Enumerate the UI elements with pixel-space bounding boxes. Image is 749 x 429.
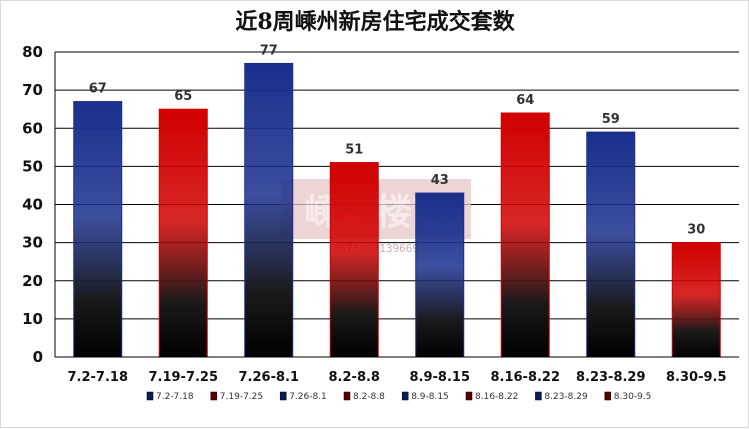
legend-swatch [279, 391, 287, 401]
bar [158, 108, 208, 358]
x-tick-label: 8.16-8.22 [490, 370, 560, 385]
legend-item: 8.16-8.22 [465, 391, 518, 402]
y-tick-label: 20 [22, 272, 43, 290]
x-tick-label: 8.2-8.8 [329, 370, 380, 385]
x-tick-label: 8.23-8.29 [576, 370, 646, 385]
data-label: 64 [516, 93, 534, 108]
x-tick-label: 7.26-8.1 [239, 370, 300, 385]
bars [73, 62, 721, 358]
y-axis-ticks: 0 10 20 30 40 50 60 70 80 [22, 43, 43, 366]
x-tick-label: 7.19-7.25 [148, 370, 218, 385]
data-label: 67 [89, 82, 107, 97]
legend-swatch [465, 391, 473, 401]
y-tick-label: 0 [33, 348, 43, 366]
data-label: 43 [431, 173, 449, 188]
data-label: 30 [687, 223, 705, 238]
legend-label: 8.16-8.22 [475, 392, 518, 402]
data-label: 51 [345, 143, 363, 158]
legend-label: 8.9-8.15 [411, 392, 449, 402]
legend-label: 8.2-8.8 [353, 392, 385, 402]
legend-swatch [343, 391, 351, 401]
legend-item: 7.19-7.25 [210, 391, 263, 402]
y-tick-label: 60 [22, 119, 43, 137]
y-tick-label: 50 [22, 157, 43, 175]
legend-swatch [535, 391, 542, 401]
legend-item: 8.2-8.8 [343, 391, 385, 402]
x-tick-label: 8.9-8.15 [410, 370, 471, 385]
legend-item: 8.9-8.15 [401, 391, 449, 402]
bar [73, 101, 123, 358]
legend-item: 8.23-8.29 [535, 391, 588, 402]
chart-title: 近8周嵊州新房住宅成交套数 [235, 9, 515, 35]
legend-item: 8.30-9.5 [604, 391, 652, 402]
y-tick-label: 40 [22, 196, 43, 214]
data-label: 59 [602, 112, 620, 127]
y-tick-label: 70 [22, 81, 43, 99]
legend-swatch [146, 391, 154, 401]
y-tick-label: 10 [22, 310, 43, 328]
legend-swatch [604, 391, 612, 401]
bar [244, 62, 294, 358]
bar [586, 131, 636, 358]
legend-label: 7.2-7.18 [156, 392, 194, 402]
data-label: 77 [260, 43, 278, 58]
x-tick-label: 8.30-9.5 [666, 370, 727, 385]
legend-swatch [210, 391, 218, 401]
legend-label: 8.23-8.29 [544, 392, 588, 402]
legend-swatch [401, 391, 409, 401]
y-tick-label: 80 [22, 43, 43, 61]
legend-label: 7.26-8.1 [289, 392, 327, 402]
bar [329, 162, 379, 358]
data-label: 65 [174, 89, 192, 104]
bar [671, 242, 721, 358]
legend: 7.2-7.18 7.19-7.25 7.26-8.1 8.2-8.8 8.9-8.15… [146, 391, 652, 402]
legend-label: 8.30-9.5 [614, 392, 652, 402]
value-labels: 67 65 77 51 43 64 59 30 [89, 43, 706, 237]
x-tick-label: 7.2-7.18 [68, 370, 129, 385]
bar [500, 112, 550, 358]
x-axis-categories: 7.2-7.18 7.19-7.25 7.26-8.1 8.2-8.8 8.9-8.15… [68, 370, 727, 385]
bar [415, 192, 465, 358]
legend-item: 7.2-7.18 [146, 391, 194, 402]
y-tick-label: 30 [22, 234, 43, 252]
legend-item: 7.26-8.1 [279, 391, 327, 402]
legend-label: 7.19-7.25 [220, 392, 263, 402]
